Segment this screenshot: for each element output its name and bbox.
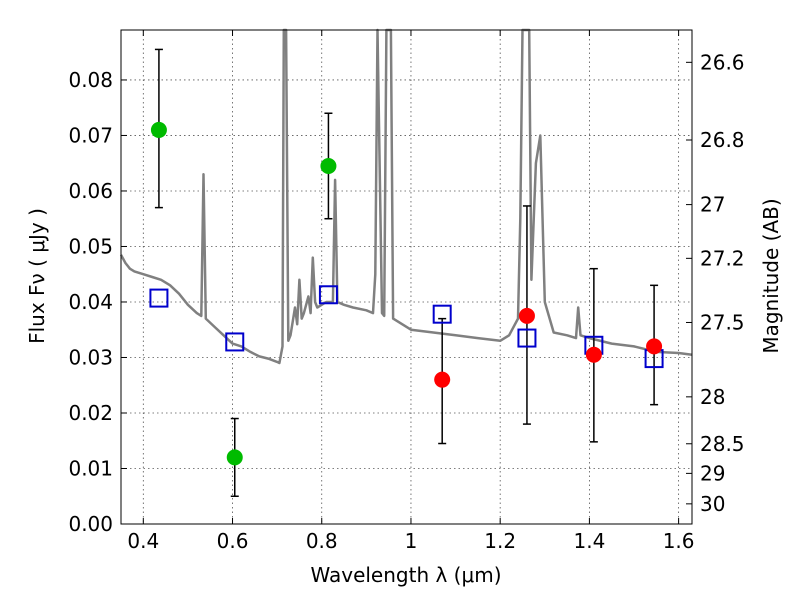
red-data-point	[646, 338, 663, 355]
x-tick-label: 1	[405, 529, 418, 553]
y-tick-label: 0.01	[68, 456, 113, 480]
red-data-point	[518, 307, 535, 324]
red-data-point	[585, 346, 602, 363]
green-data-point	[320, 157, 337, 174]
errorbars	[154, 48, 659, 497]
model-spectrum-line	[119, 28, 693, 365]
y2-axis-label: Magnitude (AB)	[759, 198, 783, 353]
y-tick-label: 0.02	[68, 401, 113, 425]
green-data-point	[150, 121, 167, 138]
y2-tick-label: 26.8	[700, 128, 745, 152]
y-axis-label: Flux Fν ( μJy )	[25, 208, 49, 344]
y-tick-label: 0.03	[68, 345, 113, 369]
y-tick-label: 0.07	[68, 123, 113, 147]
y2-tick-label: 28.5	[700, 432, 745, 456]
y-tick-label: 0.05	[68, 234, 113, 258]
x-tick-label: 1.4	[573, 529, 605, 553]
model-photometry-box	[149, 288, 169, 308]
y-tick-label: 0.04	[68, 290, 113, 314]
y-tick-label: 0.08	[68, 68, 113, 92]
y-axis-ticks: 0.00 0.01 0.02 0.03 0.04 0.05 0.06 0.07 0.08	[68, 68, 127, 536]
y2-tick-label: 26.6	[700, 50, 745, 74]
model-photometry-box	[225, 332, 245, 352]
y-tick-label: 0.00	[68, 512, 113, 536]
model-photometry-box	[318, 285, 338, 305]
y2-tick-label: 30	[700, 492, 725, 516]
x-tick-label: 0.6	[217, 529, 249, 553]
model-photometry-boxes	[149, 285, 664, 369]
x-tick-label: 1.2	[484, 529, 516, 553]
model-spectrum	[119, 28, 693, 365]
y2-tick-label: 28	[700, 385, 725, 409]
x-tick-label: 0.4	[127, 529, 159, 553]
y2-tick-label: 27.5	[700, 310, 745, 334]
y2-axis-ticks: 26.6 26.8 27 27.2 27.5 28 28.5 29 30	[686, 50, 745, 516]
red-data-point	[434, 371, 451, 388]
observed-points	[150, 121, 663, 466]
x-axis-ticks: 0.4 0.6 0.8 1 1.2 1.4 1.6	[127, 30, 695, 553]
x-tick-label: 1.6	[663, 529, 695, 553]
x-tick-label: 0.8	[306, 529, 338, 553]
gridlines	[121, 30, 692, 525]
model-photometry-box	[432, 304, 452, 324]
y2-tick-label: 27.2	[700, 246, 745, 270]
y-tick-label: 0.06	[68, 179, 113, 203]
x-axis-label: Wavelength λ (μm)	[310, 563, 501, 587]
plot-frame	[120, 29, 693, 525]
green-data-point	[226, 449, 243, 466]
y2-tick-label: 27	[700, 193, 725, 217]
model-photometry-box	[517, 328, 537, 348]
y2-tick-label: 29	[700, 461, 725, 485]
